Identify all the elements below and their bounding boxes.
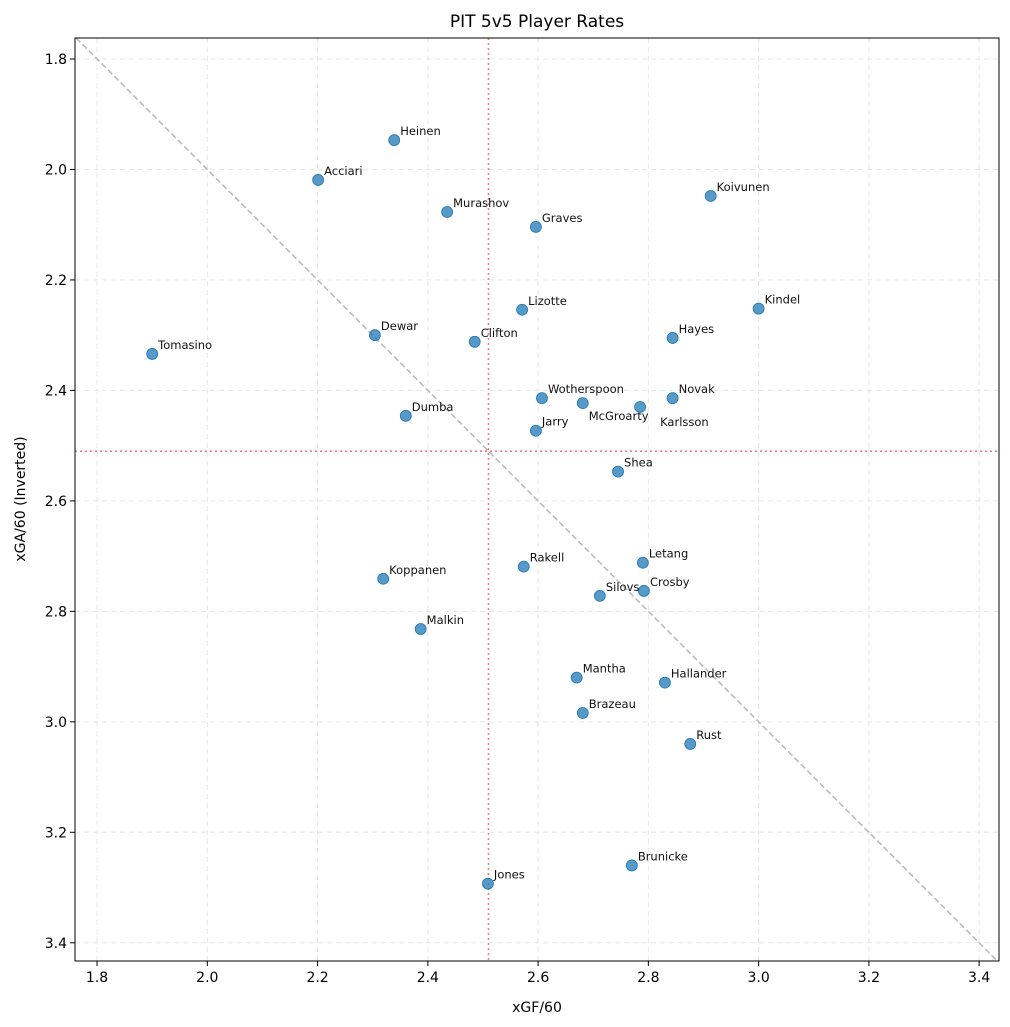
data-point <box>659 676 671 689</box>
y-tick-label: 3.4 <box>45 936 67 952</box>
data-point <box>536 392 548 405</box>
data-point <box>468 335 481 348</box>
point-label: Heinen <box>400 124 441 138</box>
point-label: Lizotte <box>528 294 567 308</box>
point-label: Brazeau <box>589 697 636 711</box>
data-point <box>638 585 650 597</box>
x-tick-label: 2.2 <box>306 970 328 986</box>
data-point <box>482 877 494 890</box>
x-tick-label: 3.4 <box>968 970 990 986</box>
point-label: Hayes <box>679 322 715 336</box>
data-point <box>576 397 589 410</box>
x-tick-label: 2.6 <box>527 970 549 986</box>
x-axis-label: xGF/60 <box>512 1000 562 1016</box>
x-tick-label: 2.0 <box>196 970 218 986</box>
y-tick-label: 2.0 <box>45 162 67 178</box>
point-label: Rust <box>696 728 722 742</box>
point-label: Graves <box>542 211 583 225</box>
y-tick-label: 2.8 <box>45 604 67 620</box>
point-label: Mantha <box>583 662 626 676</box>
reference-lines <box>75 37 999 962</box>
point-label: Clifton <box>481 326 518 340</box>
point-label: Silovs <box>606 580 640 594</box>
data-point <box>570 671 583 684</box>
point-label: Murashov <box>453 196 509 210</box>
data-point <box>576 707 589 719</box>
data-point <box>704 190 717 202</box>
data-point <box>593 589 606 602</box>
axis-ticks: 1.8 2.0 2.2 2.4 2.6 2.8 3.0 3.2 3.4 1.8 2.0 2.2 2.4 2… <box>45 52 991 986</box>
data-point <box>634 401 646 413</box>
data-point <box>684 738 697 750</box>
diagonal-line <box>75 37 998 962</box>
data-point <box>441 206 454 218</box>
point-label: Kindel <box>765 293 801 307</box>
data-point <box>666 392 679 405</box>
point-label: Jones <box>493 868 525 882</box>
x-tick-label: 3.0 <box>747 970 769 986</box>
data-point <box>377 572 390 585</box>
point-label: Dewar <box>381 319 418 333</box>
point-label: Shea <box>624 456 653 470</box>
x-tick-label: 2.8 <box>637 970 659 986</box>
data-point <box>529 424 542 437</box>
point-label: Rakell <box>530 551 565 565</box>
point-label: Koppanen <box>389 563 446 577</box>
data-point <box>666 332 679 344</box>
point-label: Dumba <box>412 400 454 414</box>
point-label: Wotherspoon <box>548 382 624 396</box>
y-axis-label: xGA/60 (Inverted) <box>13 436 29 561</box>
point-label: Brunicke <box>638 849 688 863</box>
point-label: Novak <box>679 382 715 396</box>
point-label: McGroarty <box>589 409 649 423</box>
point-label: Hallander <box>671 667 727 681</box>
data-point <box>752 302 765 315</box>
y-tick-label: 1.8 <box>45 52 67 68</box>
x-tick-label: 1.8 <box>86 970 108 986</box>
y-tick-label: 2.6 <box>45 494 67 510</box>
point-label: Karlsson <box>660 415 709 429</box>
y-tick-label: 2.4 <box>45 383 67 399</box>
data-point <box>516 303 529 316</box>
y-tick-label: 2.2 <box>45 273 67 289</box>
data-point <box>414 623 427 635</box>
point-label: Crosby <box>650 575 690 589</box>
point-label: Koivunen <box>717 180 770 194</box>
point-label: Jarry <box>541 415 569 429</box>
data-point <box>369 329 381 342</box>
data-point <box>399 409 412 422</box>
data-point <box>312 174 325 186</box>
data-point <box>146 348 159 360</box>
y-tick-label: 3.2 <box>45 825 67 841</box>
point-label: Malkin <box>427 613 464 627</box>
data-point <box>625 859 638 872</box>
x-tick-label: 2.4 <box>417 970 439 986</box>
point-label: Tomasino <box>157 338 212 352</box>
data-point <box>388 134 401 147</box>
data-point <box>636 556 649 569</box>
data-point <box>612 465 624 478</box>
y-tick-label: 3.0 <box>45 715 67 731</box>
point-label: Acciari <box>324 164 362 178</box>
x-tick-label: 3.2 <box>858 970 880 986</box>
data-point <box>517 560 530 573</box>
plot-frame <box>74 37 1000 962</box>
data-point <box>529 221 542 233</box>
chart-title: PIT 5v5 Player Rates <box>450 12 624 32</box>
point-label: Letang <box>649 547 688 561</box>
data-points: Heinen Acciari Murashov Graves Koivunen Kinde… <box>146 124 801 890</box>
